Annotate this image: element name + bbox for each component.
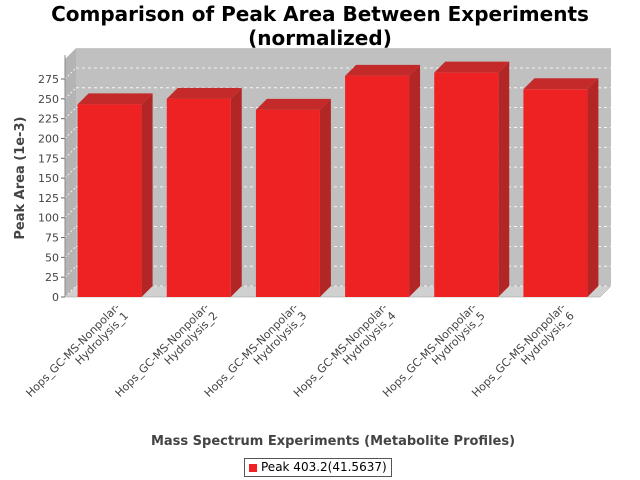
legend-label: Peak 403.2(41.5637) (261, 460, 387, 474)
legend-swatch (249, 463, 257, 472)
bar (523, 89, 588, 298)
x-axis-title: Mass Spectrum Experiments (Metabolite Pr… (151, 434, 515, 449)
gridline-side (64, 285, 77, 298)
gridline-side (64, 87, 77, 100)
gridline-side (64, 265, 77, 278)
y-tick-label: 275 (38, 73, 59, 86)
x-tick-label-line: Hops_GC-MS-Nonpolar- (23, 301, 122, 400)
gridline-side (64, 146, 77, 159)
y-tick-label: 150 (38, 172, 59, 185)
bar-side (498, 61, 510, 298)
y-tick-label: 175 (38, 152, 59, 165)
bar (255, 109, 320, 297)
y-tick-label: 100 (38, 212, 59, 225)
bar (345, 75, 410, 297)
bar (166, 98, 231, 298)
bar (434, 72, 499, 298)
gridline-side (64, 107, 77, 119)
gridline-side (64, 67, 77, 80)
y-tick-label: 50 (45, 251, 59, 264)
y-tick-label: 25 (45, 271, 59, 284)
gridline-side (64, 226, 77, 238)
y-tick-label: 125 (38, 192, 59, 205)
bar-top (77, 93, 153, 105)
gridline-side (64, 246, 77, 258)
legend: Peak 403.2(41.5637) (244, 458, 392, 477)
bar-side (230, 87, 242, 298)
bar-top (434, 61, 510, 73)
bar-top (345, 64, 421, 76)
y-tick-label: 75 (45, 232, 59, 245)
y-tick-label: 0 (52, 291, 59, 304)
gridline-side (64, 127, 77, 139)
bar-top (166, 87, 242, 99)
plot-left-wall (65, 48, 76, 297)
chart-title: Comparison of Peak Area Between Experime… (51, 2, 589, 50)
y-tick-label: 225 (38, 113, 59, 126)
gridline-side (64, 166, 77, 179)
bar-top (255, 98, 331, 110)
y-tick-label: 250 (38, 93, 59, 106)
gridline-side (64, 186, 77, 199)
y-tick-label: 200 (38, 132, 59, 145)
y-axis-title: Peak Area (1e-3) (13, 117, 28, 240)
bar-top (523, 78, 599, 90)
bar-side (587, 78, 599, 298)
bar (77, 104, 142, 297)
bar-side (141, 93, 153, 297)
bar-side (409, 64, 421, 297)
gridline-side (64, 206, 77, 219)
bar-side (319, 98, 331, 297)
